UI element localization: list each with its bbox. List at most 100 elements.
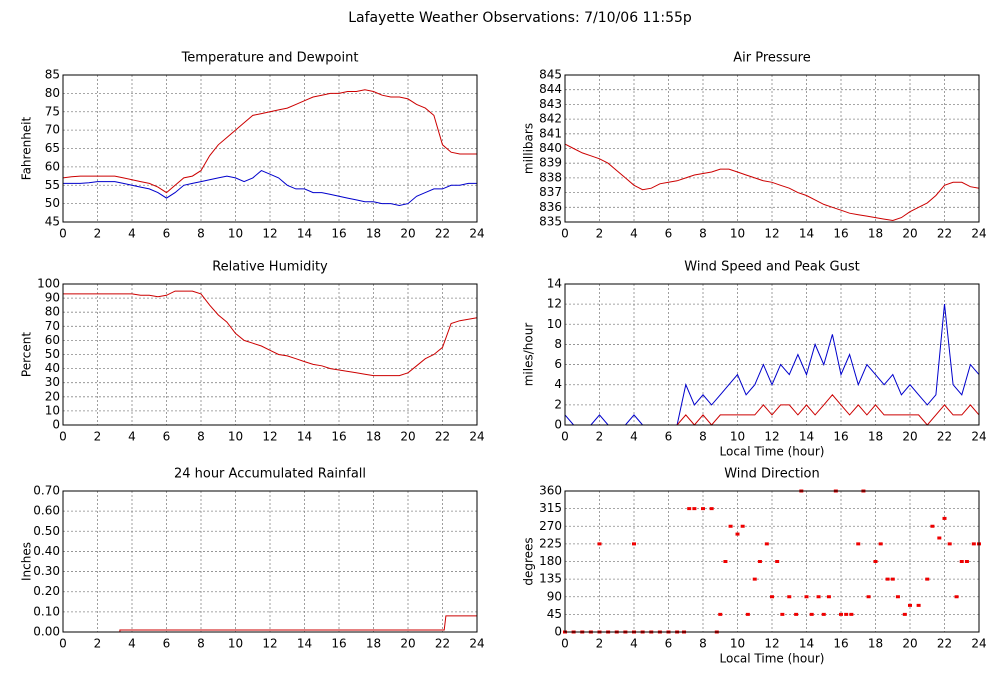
point [787, 595, 792, 599]
x-tick-label: 20 [400, 227, 415, 241]
y-tick-label: 0.30 [33, 564, 60, 578]
y-tick-label: 135 [539, 572, 562, 586]
point [849, 612, 854, 616]
x-tick-label: 8 [699, 227, 707, 241]
x-tick-label: 18 [868, 637, 883, 651]
y-tick-label: 225 [539, 536, 562, 550]
x-tick-label: 14 [799, 637, 814, 651]
y-tick-label: 2 [554, 397, 562, 411]
x-tick-label: 0 [561, 227, 569, 241]
x-tick-label: 12 [764, 430, 779, 444]
x-tick-label: 18 [868, 430, 883, 444]
x-tick-label: 22 [937, 637, 952, 651]
point [740, 524, 745, 528]
point [916, 603, 921, 607]
x-tick-label: 18 [366, 227, 381, 241]
x-tick-label: 4 [128, 430, 136, 444]
y-tick-label: 100 [37, 277, 60, 291]
x-tick-label: 22 [435, 637, 450, 651]
chart-title: Temperature and Dewpoint [181, 51, 359, 66]
y-tick-label: 80 [45, 86, 60, 100]
y-tick-label: 55 [45, 178, 60, 192]
y-axis-label: degrees [522, 537, 536, 585]
chart-title: Air Pressure [733, 51, 811, 66]
y-tick-label: 841 [539, 126, 562, 140]
plot-frame [62, 74, 478, 223]
point [878, 542, 883, 546]
y-tick-label: 0.70 [33, 484, 60, 498]
point [902, 612, 907, 616]
y-tick-label: 40 [45, 361, 60, 375]
x-tick-label: 2 [596, 430, 604, 444]
point [804, 595, 809, 599]
x-tick-label: 20 [902, 227, 917, 241]
x-tick-label: 22 [937, 430, 952, 444]
point [890, 577, 895, 581]
y-tick-label: 0.10 [33, 604, 60, 618]
point [821, 612, 826, 616]
x-tick-label: 8 [197, 227, 205, 241]
y-tick-label: 837 [539, 185, 562, 199]
point [826, 595, 831, 599]
y-tick-label: 50 [45, 347, 60, 361]
point [816, 595, 821, 599]
y-axis-label: Fahrenheit [20, 116, 34, 180]
page-title: Lafayette Weather Observations: 7/10/06 … [348, 10, 692, 26]
x-tick-label: 24 [971, 227, 986, 241]
y-tick-label: 4 [554, 377, 562, 391]
y-tick-label: 838 [539, 170, 562, 184]
x-tick-label: 24 [469, 430, 484, 444]
x-tick-label: 14 [297, 227, 312, 241]
x-axis-label: Local Time (hour) [720, 445, 825, 459]
y-tick-label: 45 [45, 215, 60, 229]
y-tick-label: 0.00 [33, 625, 60, 639]
point [942, 516, 947, 520]
x-tick-label: 4 [630, 430, 638, 444]
point [856, 542, 861, 546]
x-tick-label: 24 [469, 637, 484, 651]
y-tick-label: 835 [539, 215, 562, 229]
x-axis-label: Local Time (hour) [720, 652, 825, 666]
plot-frame [564, 490, 980, 633]
point [780, 612, 785, 616]
x-tick-label: 8 [197, 430, 205, 444]
point [839, 612, 843, 616]
point [728, 524, 733, 528]
x-tick-label: 22 [937, 227, 952, 241]
x-tick-label: 20 [902, 637, 917, 651]
series-line [63, 290, 478, 377]
y-tick-label: 70 [45, 319, 60, 333]
x-tick-label: 12 [262, 637, 277, 651]
x-tick-label: 10 [730, 430, 745, 444]
x-tick-label: 0 [59, 637, 67, 651]
x-tick-label: 12 [764, 227, 779, 241]
x-tick-label: 24 [971, 430, 986, 444]
x-tick-label: 18 [366, 637, 381, 651]
y-tick-label: 0 [554, 625, 562, 639]
x-tick-label: 16 [833, 637, 848, 651]
y-tick-label: 90 [45, 291, 60, 305]
x-tick-label: 8 [197, 637, 205, 651]
y-axis-label: Inches [20, 542, 34, 581]
point [745, 612, 750, 616]
point [597, 542, 602, 546]
point [687, 507, 692, 511]
point [735, 532, 740, 536]
y-tick-label: 60 [45, 333, 60, 347]
y-tick-label: 0 [554, 418, 562, 432]
y-tick-label: 180 [539, 554, 562, 568]
y-tick-label: 70 [45, 123, 60, 137]
y-tick-label: 8 [554, 337, 562, 351]
x-tick-label: 6 [665, 227, 673, 241]
x-tick-label: 10 [730, 637, 745, 651]
y-tick-label: 65 [45, 141, 60, 155]
y-tick-label: 30 [45, 375, 60, 389]
y-tick-label: 90 [547, 589, 562, 603]
y-tick-label: 80 [45, 305, 60, 319]
point [873, 560, 878, 563]
y-tick-label: 6 [554, 357, 562, 371]
y-tick-label: 14 [547, 277, 562, 291]
x-tick-label: 12 [262, 430, 277, 444]
chart-title: Wind Direction [724, 467, 820, 482]
